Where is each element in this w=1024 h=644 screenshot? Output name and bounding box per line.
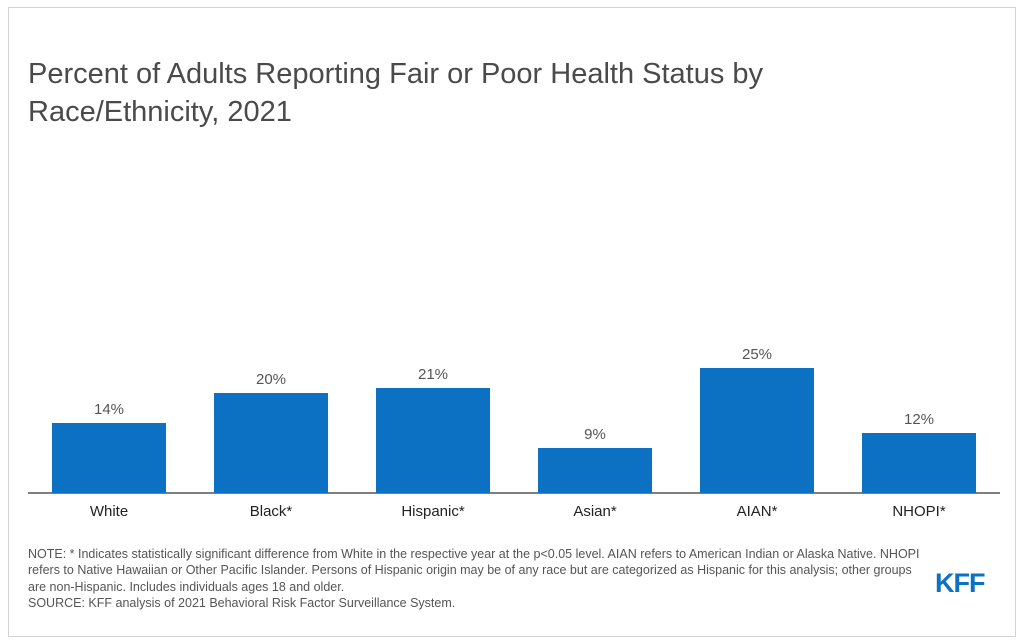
x-tick-label-2: Hispanic* bbox=[401, 503, 465, 520]
note-text: NOTE: * Indicates statistically signific… bbox=[28, 547, 920, 594]
x-tick-label-0: White bbox=[90, 503, 128, 520]
bar-4 bbox=[700, 368, 814, 493]
bar-1 bbox=[214, 393, 328, 493]
kff-logo: KFF bbox=[935, 568, 985, 598]
data-label-3: 9% bbox=[584, 426, 606, 443]
data-label-1: 20% bbox=[256, 371, 286, 388]
x-tick-label-1: Black* bbox=[250, 503, 293, 520]
bar-5 bbox=[862, 433, 976, 493]
chart-card bbox=[8, 7, 1016, 637]
footnote: NOTE: * Indicates statistically signific… bbox=[28, 546, 928, 611]
source-text: SOURCE: KFF analysis of 2021 Behavioral … bbox=[28, 595, 456, 610]
data-label-4: 25% bbox=[742, 346, 772, 363]
data-label-0: 14% bbox=[94, 401, 124, 418]
bar-0 bbox=[52, 423, 166, 493]
chart-title: Percent of Adults Reporting Fair or Poor… bbox=[28, 58, 764, 128]
x-tick-label-5: NHOPI* bbox=[892, 503, 946, 520]
data-label-2: 21% bbox=[418, 366, 448, 383]
bar-2 bbox=[376, 388, 490, 493]
data-label-5: 12% bbox=[904, 411, 934, 428]
x-tick-label-4: AIAN* bbox=[737, 503, 778, 520]
x-tick-label-3: Asian* bbox=[573, 503, 617, 520]
bar-3 bbox=[538, 448, 652, 493]
